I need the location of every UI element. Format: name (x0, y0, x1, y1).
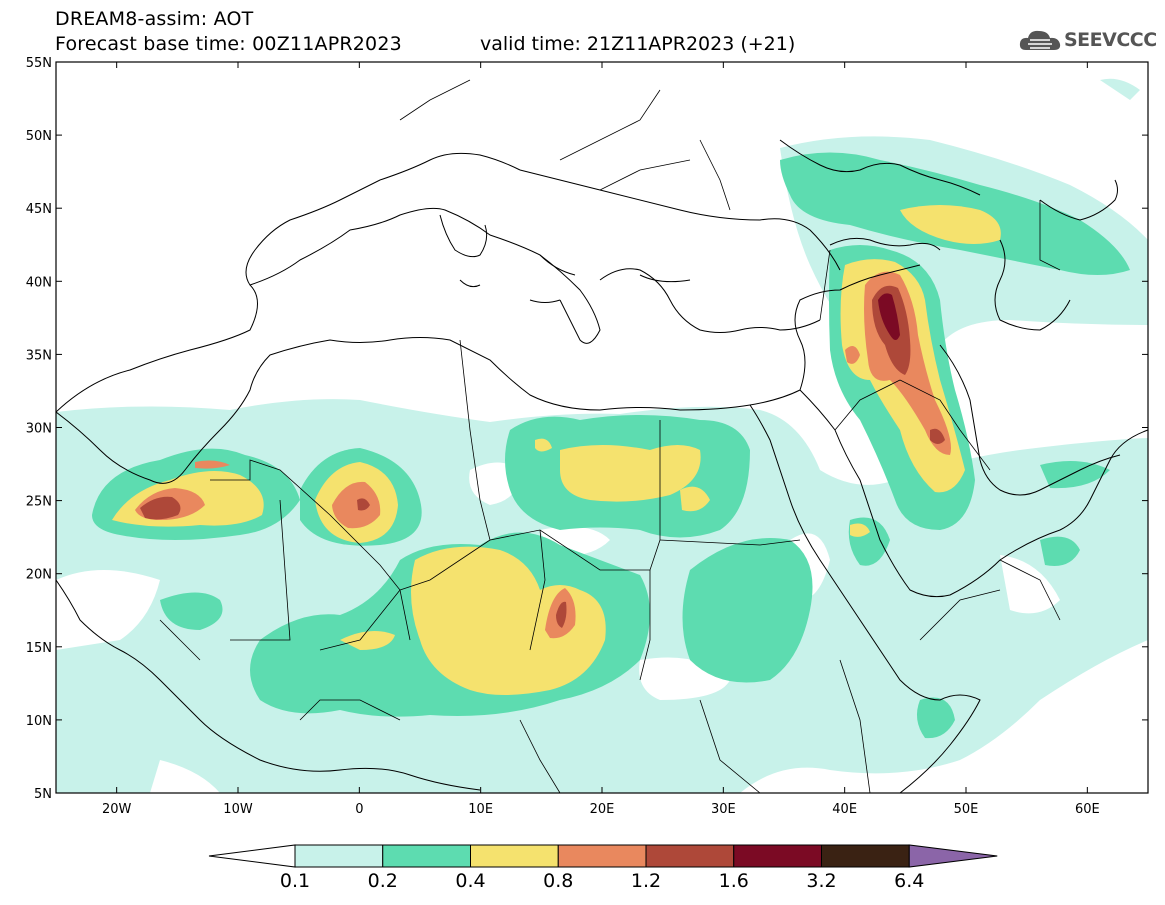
colorbar-label: 0.8 (543, 870, 573, 892)
colorbar-label: 6.4 (894, 870, 924, 892)
base-time-label: Forecast base time: 00Z11APR2023 (55, 33, 402, 55)
lat-label: 35N (26, 348, 52, 363)
aot-field (56, 78, 1148, 793)
colorbar: 0.1 0.2 0.4 0.8 1.2 1.6 3.2 6.4 (208, 844, 998, 892)
lon-label: 40E (832, 802, 857, 817)
lat-label: 45N (26, 202, 52, 217)
colorbar-label: 0.1 (280, 870, 310, 892)
cloud-icon (1019, 30, 1061, 50)
lat-label: 50N (26, 129, 52, 144)
colorbar-label: 0.2 (368, 870, 398, 892)
lon-label: 0 (355, 802, 363, 817)
coastlines (56, 139, 1148, 793)
lat-label: 10N (26, 714, 52, 729)
colorbar-high-arrow (908, 844, 998, 868)
model-title: DREAM8-assim: AOT (55, 8, 254, 30)
lat-label: 5N (34, 787, 52, 802)
lon-label: 50E (954, 802, 979, 817)
colorbar-segment (733, 844, 822, 868)
colorbar-segment (470, 844, 559, 868)
colorbar-label: 0.4 (455, 870, 485, 892)
colorbar-label: 1.2 (631, 870, 661, 892)
colorbar-low-arrow (208, 844, 296, 868)
lat-label: 15N (26, 641, 52, 656)
lon-label: 10E (468, 802, 493, 817)
lat-label: 55N (26, 56, 52, 71)
map-frame (55, 61, 1149, 794)
lon-axis: 20W 10W 0 10E 20E 30E 40E 50E 60E (102, 62, 1100, 817)
colorbar-segment (821, 844, 910, 868)
colorbar-segment (557, 844, 647, 868)
valid-time-label: valid time: 21Z11APR2023 (+21) (480, 33, 796, 55)
colorbar-segment (645, 844, 735, 868)
colorbar-segment (294, 844, 384, 868)
lon-label: 60E (1075, 802, 1100, 817)
aot-level-1.2 (140, 285, 945, 628)
aot-clear (56, 337, 1080, 793)
aot-level-0.8 (135, 271, 951, 639)
colorbar-label: 1.6 (719, 870, 749, 892)
aot-level-0.4 (112, 205, 1001, 695)
country-borders (159, 79, 1061, 793)
lat-label: 20N (26, 568, 52, 583)
colorbar-label: 3.2 (806, 870, 836, 892)
lon-label: 20W (102, 802, 132, 817)
lon-label: 30E (711, 802, 736, 817)
colorbar-segment (382, 844, 471, 868)
aot-level-1.6 (878, 293, 900, 340)
lat-label: 40N (26, 275, 52, 290)
lon-label: 10W (223, 802, 253, 817)
logo-text: SEEVCCC (1064, 29, 1157, 51)
lat-label: 30N (26, 422, 52, 437)
aot-level-0.2 (92, 152, 1130, 739)
aot-level-0.1 (56, 78, 1148, 793)
lon-label: 20E (590, 802, 615, 817)
lat-axis: 55N 50N 45N 40N 35N 30N 25N 20N 15N 10N 5N (26, 56, 1148, 802)
seevccc-logo: SEEVCCC (1018, 26, 1157, 56)
lat-label: 25N (26, 495, 52, 510)
